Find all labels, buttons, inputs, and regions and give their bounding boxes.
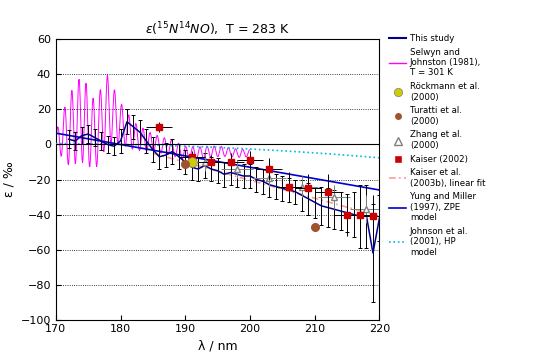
- X-axis label: λ / nm: λ / nm: [198, 340, 238, 353]
- Y-axis label: ε / ‰: ε / ‰: [2, 162, 15, 197]
- Legend: This study, Selwyn and
Johnston (1981),
T = 301 K, Röckmann et al.
(2000), Turat: This study, Selwyn and Johnston (1981), …: [389, 34, 485, 257]
- Title: $\varepsilon(^{15}N^{14}NO)$,  T = 283 K: $\varepsilon(^{15}N^{14}NO)$, T = 283 K: [145, 20, 290, 38]
